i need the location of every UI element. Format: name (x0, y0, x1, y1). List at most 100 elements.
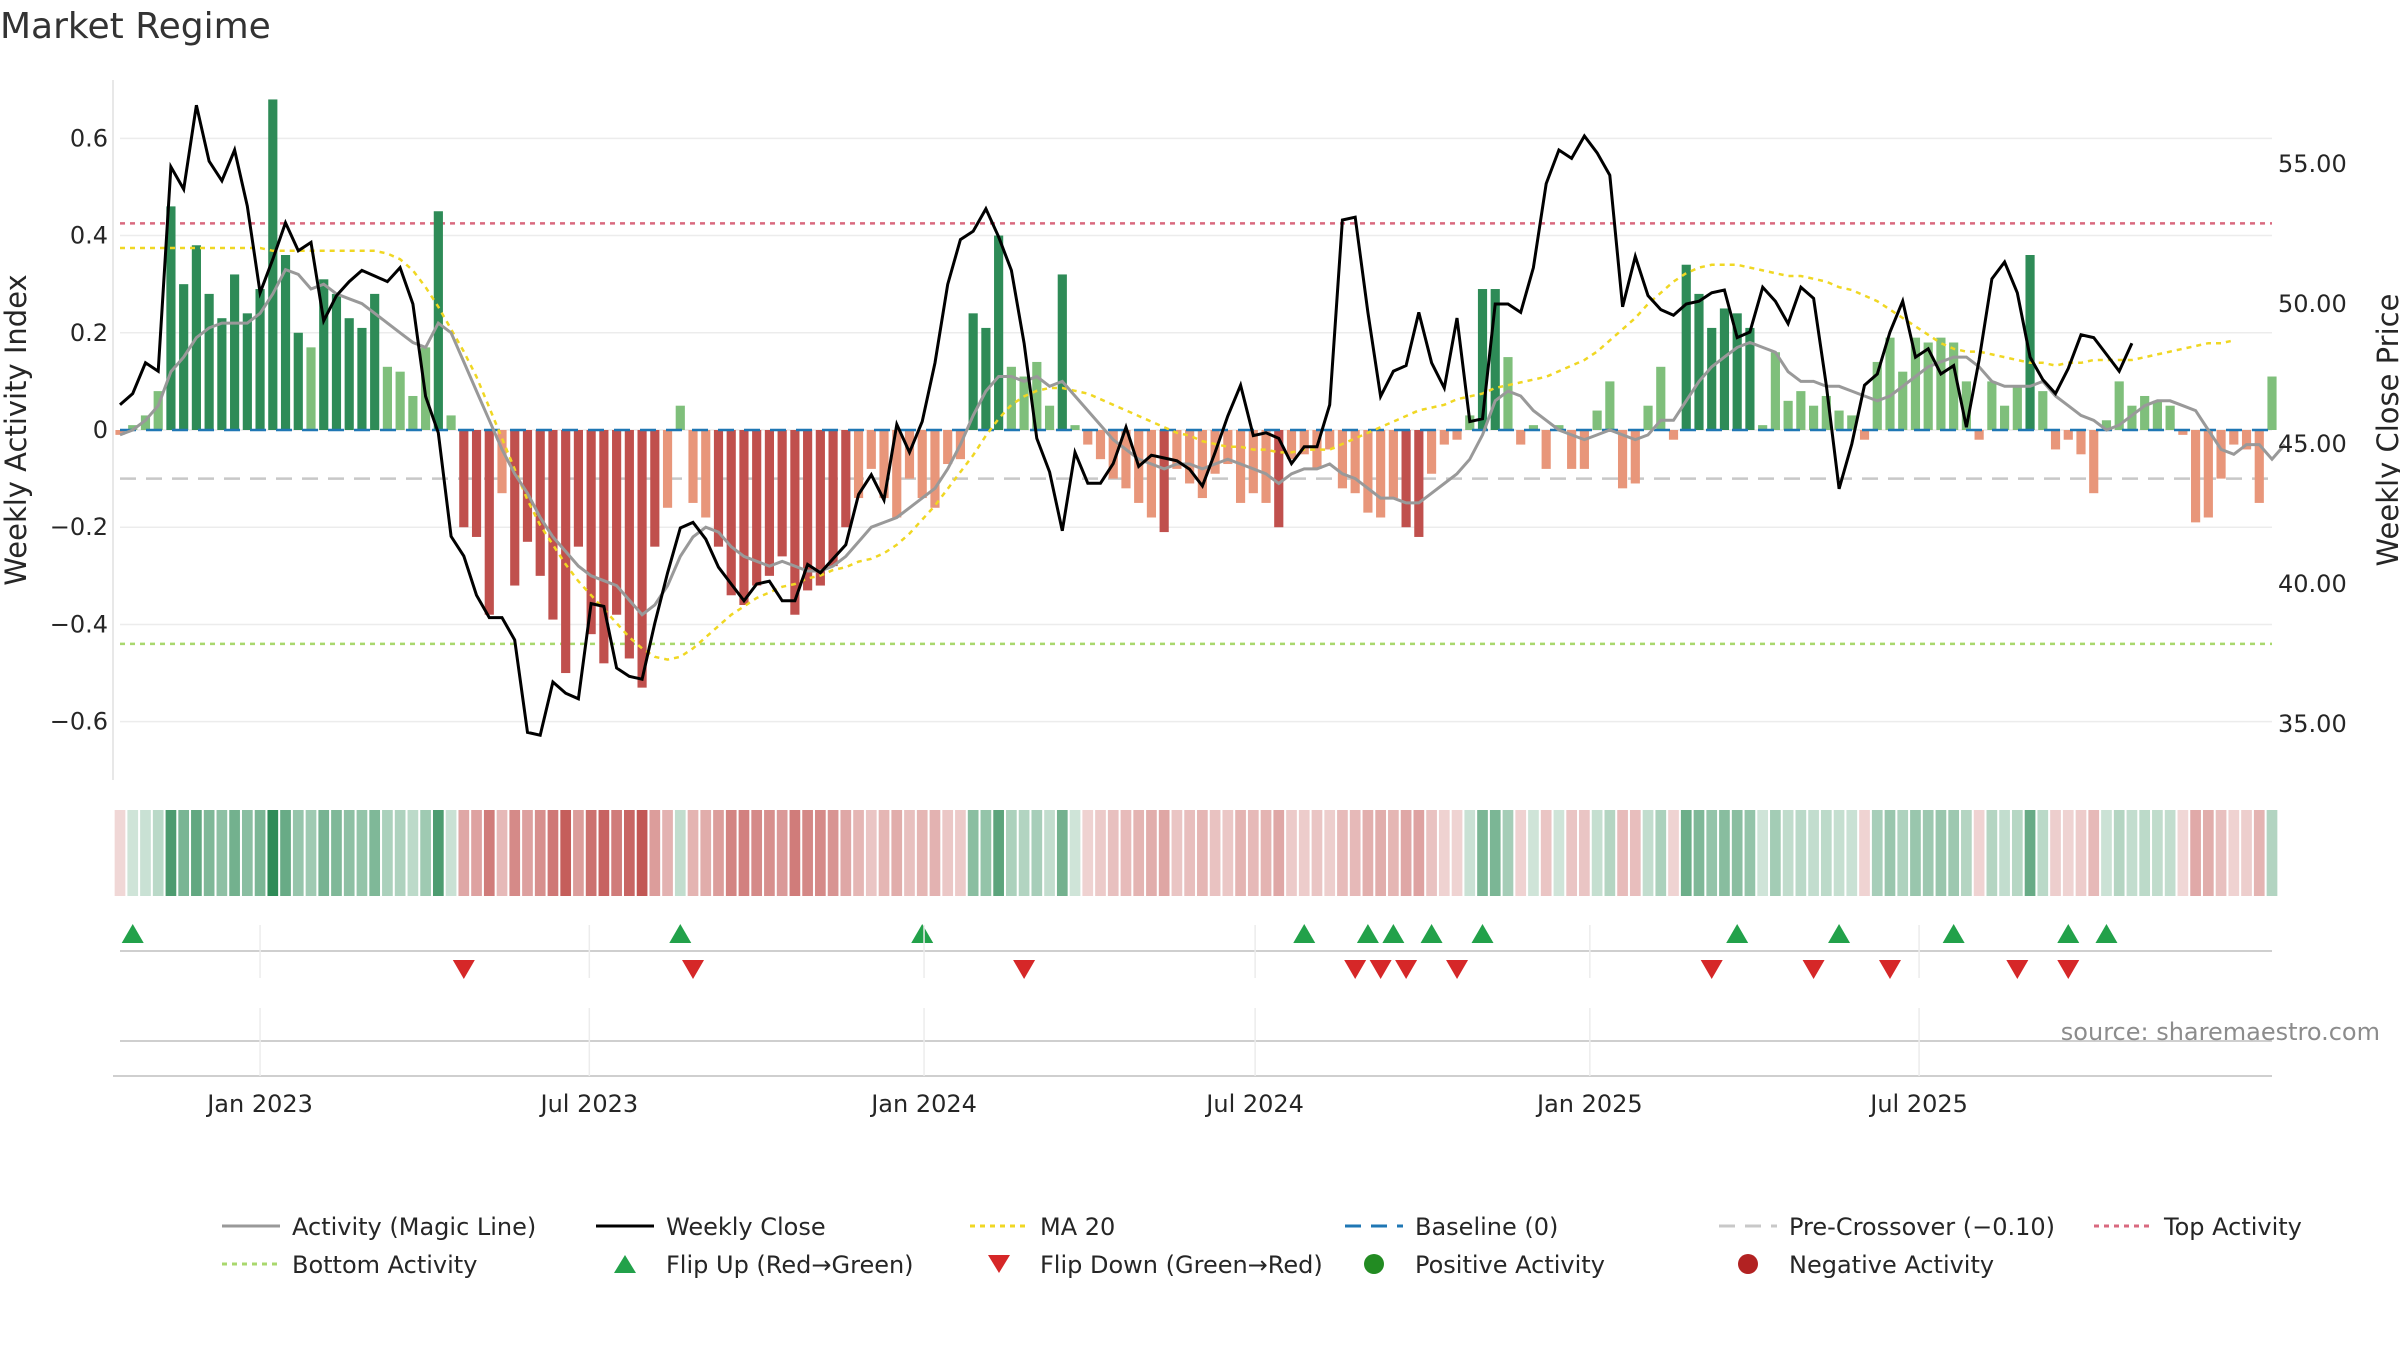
regime-cell-94 (1311, 810, 1323, 896)
activity-bar-1 (128, 425, 138, 430)
y-right-axis-label: Weekly Close Price (2371, 294, 2400, 567)
activity-bar-137 (1859, 430, 1870, 440)
regime-cell-32 (522, 810, 533, 896)
y-left-tick-label-4: −0.2 (50, 513, 108, 541)
regime-cell-43 (662, 810, 673, 896)
regime-cell-167 (2241, 810, 2252, 896)
activity-bar-89 (1248, 430, 1258, 494)
regime-cell-98 (1362, 810, 1374, 896)
series-lines (119, 104, 2286, 737)
y-left-tick-label-5: −0.4 (50, 610, 108, 638)
x-tick-label-4: Jan 2025 (1535, 1090, 1643, 1118)
flip-down-marker-7 (1700, 960, 1723, 979)
regime-cell-130 (1770, 810, 1781, 896)
activity-bar-40 (624, 430, 634, 659)
regime-cell-137 (1859, 810, 1870, 896)
x-tick-label-3: Jul 2024 (1204, 1090, 1304, 1118)
regime-cell-149 (2011, 810, 2023, 896)
activity-bar-124 (1694, 293, 1704, 430)
regime-cell-102 (1413, 810, 1425, 896)
activity-bar-108 (1490, 289, 1500, 430)
flip-down-marker-3 (1344, 960, 1367, 979)
regime-cell-107 (1477, 810, 1488, 896)
activity-bar-49 (739, 430, 749, 605)
regime-cell-115 (1579, 810, 1590, 896)
regime-cell-165 (2215, 810, 2227, 896)
regime-cell-138 (1871, 810, 1883, 896)
flip-up-marker-6 (1420, 924, 1443, 943)
activity-bar-36 (573, 430, 583, 547)
activity-bar-104 (1439, 430, 1449, 445)
activity-bar-141 (1910, 337, 1921, 430)
regime-cell-71 (1018, 810, 1030, 896)
regime-cell-69 (993, 810, 1004, 896)
activity-bar-136 (1847, 415, 1857, 430)
activity-bar-2 (140, 415, 151, 430)
activity-bar-126 (1719, 308, 1730, 430)
activity-bar-112 (1541, 430, 1551, 469)
activity-bar-4 (166, 206, 176, 430)
regime-cell-21 (382, 810, 393, 896)
activity-bar-85 (1197, 430, 1207, 499)
regime-cell-128 (1744, 810, 1756, 896)
legend-item-1: Weekly Close (596, 1213, 826, 1241)
regime-cell-108 (1489, 810, 1501, 896)
regime-cell-75 (1069, 810, 1081, 896)
regime-cell-84 (1184, 810, 1195, 896)
y-right-tick-label-3: 40.00 (2278, 570, 2347, 598)
activity-bar-156 (2101, 420, 2112, 430)
regime-cell-139 (1884, 810, 1896, 896)
activity-bar-14 (293, 332, 303, 430)
regime-cell-53 (789, 810, 801, 896)
flip-down-marker-4 (1369, 960, 1392, 979)
regime-cell-164 (2202, 810, 2214, 896)
activity-bar-57 (841, 430, 851, 528)
activity-bar-31 (510, 430, 520, 586)
axes: 0.6 0.4 0.2 0 −0.2 −0.4 −0.6 55.00 50.00 45.00 40.… (0, 80, 2400, 780)
flip-up-marker-12 (2095, 924, 2118, 943)
flip-down-marker-6 (1446, 960, 1469, 979)
activity-bar-3 (153, 391, 163, 430)
regime-cell-76 (1082, 810, 1094, 896)
regime-cell-111 (1528, 810, 1539, 896)
activity-bar-51 (764, 430, 775, 576)
legend-label-9: Positive Activity (1415, 1251, 1605, 1279)
regime-cell-70 (1006, 810, 1017, 896)
regime-cell-83 (1171, 810, 1183, 896)
regime-cell-124 (1693, 810, 1705, 896)
activity-bar-121 (1656, 366, 1666, 430)
regime-cell-99 (1375, 810, 1386, 896)
regime-cell-79 (1120, 810, 1132, 896)
regime-cell-120 (1642, 810, 1654, 896)
flip-down-marker-0 (452, 960, 475, 979)
regime-cell-2 (140, 810, 151, 896)
activity-bar-144 (1949, 342, 1959, 430)
y-left-tick-label-0: 0.6 (70, 124, 108, 152)
activity-bar-9 (230, 274, 240, 430)
flip-down-marker-2 (1013, 960, 1036, 979)
activity-bar-70 (1006, 366, 1016, 430)
regime-cell-51 (764, 810, 775, 896)
activity-bar-75 (1070, 425, 1080, 430)
activity-bar-129 (1758, 425, 1768, 430)
activity-bar-134 (1821, 395, 1831, 430)
regime-cell-16 (318, 810, 330, 896)
activity-bar-145 (1961, 381, 1971, 430)
activity-bar-146 (1974, 430, 1984, 440)
regime-cell-31 (509, 810, 521, 896)
regime-cell-151 (2037, 810, 2049, 896)
regime-cell-106 (1464, 810, 1476, 896)
bottom-panel (113, 1040, 2272, 1077)
activity-bar-107 (1477, 289, 1488, 430)
activity-bar-133 (1809, 405, 1819, 430)
activity-bar-17 (331, 293, 342, 430)
regime-cell-44 (674, 810, 686, 896)
activity-bar-162 (2178, 430, 2188, 435)
activity-bar-20 (370, 293, 380, 430)
activity-bar-47 (713, 430, 724, 547)
regime-cell-72 (1031, 810, 1043, 896)
activity-bar-79 (1121, 430, 1131, 489)
legend-label-7: Flip Up (Red→Green) (666, 1251, 914, 1279)
regime-cell-11 (254, 810, 266, 896)
y-right-tick-label-2: 45.00 (2278, 430, 2347, 458)
